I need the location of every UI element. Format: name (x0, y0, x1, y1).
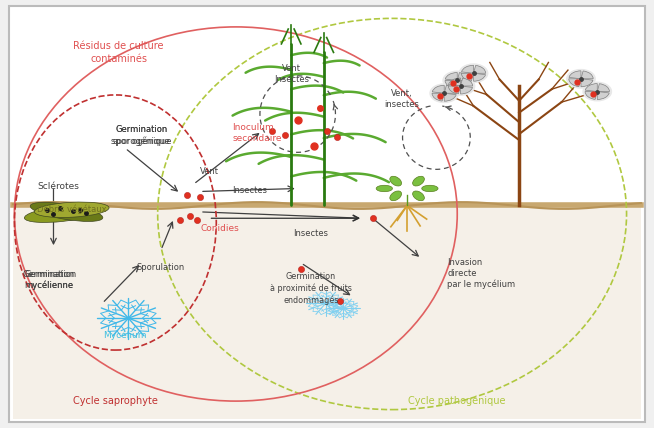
Text: Débris végétaux: Débris végétaux (37, 205, 107, 214)
Wedge shape (585, 83, 597, 92)
Text: Germination
sporogénique: Germination sporogénique (112, 125, 170, 146)
Wedge shape (444, 86, 456, 93)
Wedge shape (597, 92, 610, 99)
Ellipse shape (422, 185, 438, 192)
Circle shape (446, 77, 475, 95)
Wedge shape (445, 72, 457, 80)
Text: Sclérotes: Sclérotes (37, 182, 79, 191)
Ellipse shape (390, 191, 402, 201)
Wedge shape (449, 86, 460, 94)
Text: Insectes: Insectes (293, 229, 328, 238)
Circle shape (430, 84, 458, 103)
Wedge shape (461, 73, 473, 81)
Wedge shape (432, 85, 444, 93)
Text: Conidies: Conidies (200, 224, 239, 233)
Text: Invasion
directe
par le mycélium: Invasion directe par le mycélium (447, 258, 515, 289)
Text: Germination
nycélienne: Germination nycélienne (24, 270, 77, 290)
Text: Germination
mycélienne: Germination mycélienne (22, 270, 75, 290)
Wedge shape (585, 92, 597, 99)
Wedge shape (457, 73, 470, 80)
Ellipse shape (30, 202, 103, 221)
Ellipse shape (376, 185, 392, 192)
Circle shape (443, 71, 472, 90)
Ellipse shape (390, 176, 402, 186)
Text: Germination
spor ogénique: Germination spor ogénique (111, 125, 171, 146)
FancyBboxPatch shape (9, 6, 645, 422)
Text: Résidus de culture
contaminés: Résidus de culture contaminés (73, 41, 164, 64)
Wedge shape (449, 78, 460, 86)
Circle shape (459, 64, 488, 83)
Bar (13, 205, 641, 419)
Text: Germination
à proximité de fruits
endommagés: Germination à proximité de fruits endomm… (270, 272, 352, 305)
Wedge shape (473, 73, 485, 81)
Ellipse shape (413, 176, 424, 186)
Wedge shape (581, 71, 593, 79)
Text: Sporulation: Sporulation (137, 263, 185, 272)
Text: Mycélium: Mycélium (103, 330, 147, 340)
Wedge shape (460, 86, 472, 94)
Text: Inoculum
secondaire: Inoculum secondaire (233, 123, 282, 143)
Text: Cycle pathogénique: Cycle pathogénique (409, 396, 506, 406)
Text: Insectes: Insectes (233, 186, 267, 195)
Circle shape (566, 69, 595, 88)
Wedge shape (445, 80, 457, 88)
Wedge shape (460, 78, 473, 86)
Ellipse shape (35, 202, 109, 217)
Wedge shape (444, 93, 456, 101)
Wedge shape (569, 71, 581, 79)
Wedge shape (457, 80, 469, 89)
Ellipse shape (24, 205, 98, 223)
Wedge shape (597, 84, 610, 92)
Wedge shape (581, 79, 593, 87)
Text: Vent,
insectes: Vent, insectes (385, 89, 419, 109)
Wedge shape (462, 65, 473, 73)
Text: Cycle saprophyte: Cycle saprophyte (73, 396, 158, 406)
Text: Vent
Insectes: Vent Insectes (273, 64, 309, 84)
Ellipse shape (413, 191, 424, 201)
Circle shape (583, 82, 611, 101)
Text: Vent: Vent (200, 167, 219, 176)
Wedge shape (569, 79, 581, 86)
Wedge shape (473, 65, 486, 73)
Wedge shape (432, 93, 444, 101)
